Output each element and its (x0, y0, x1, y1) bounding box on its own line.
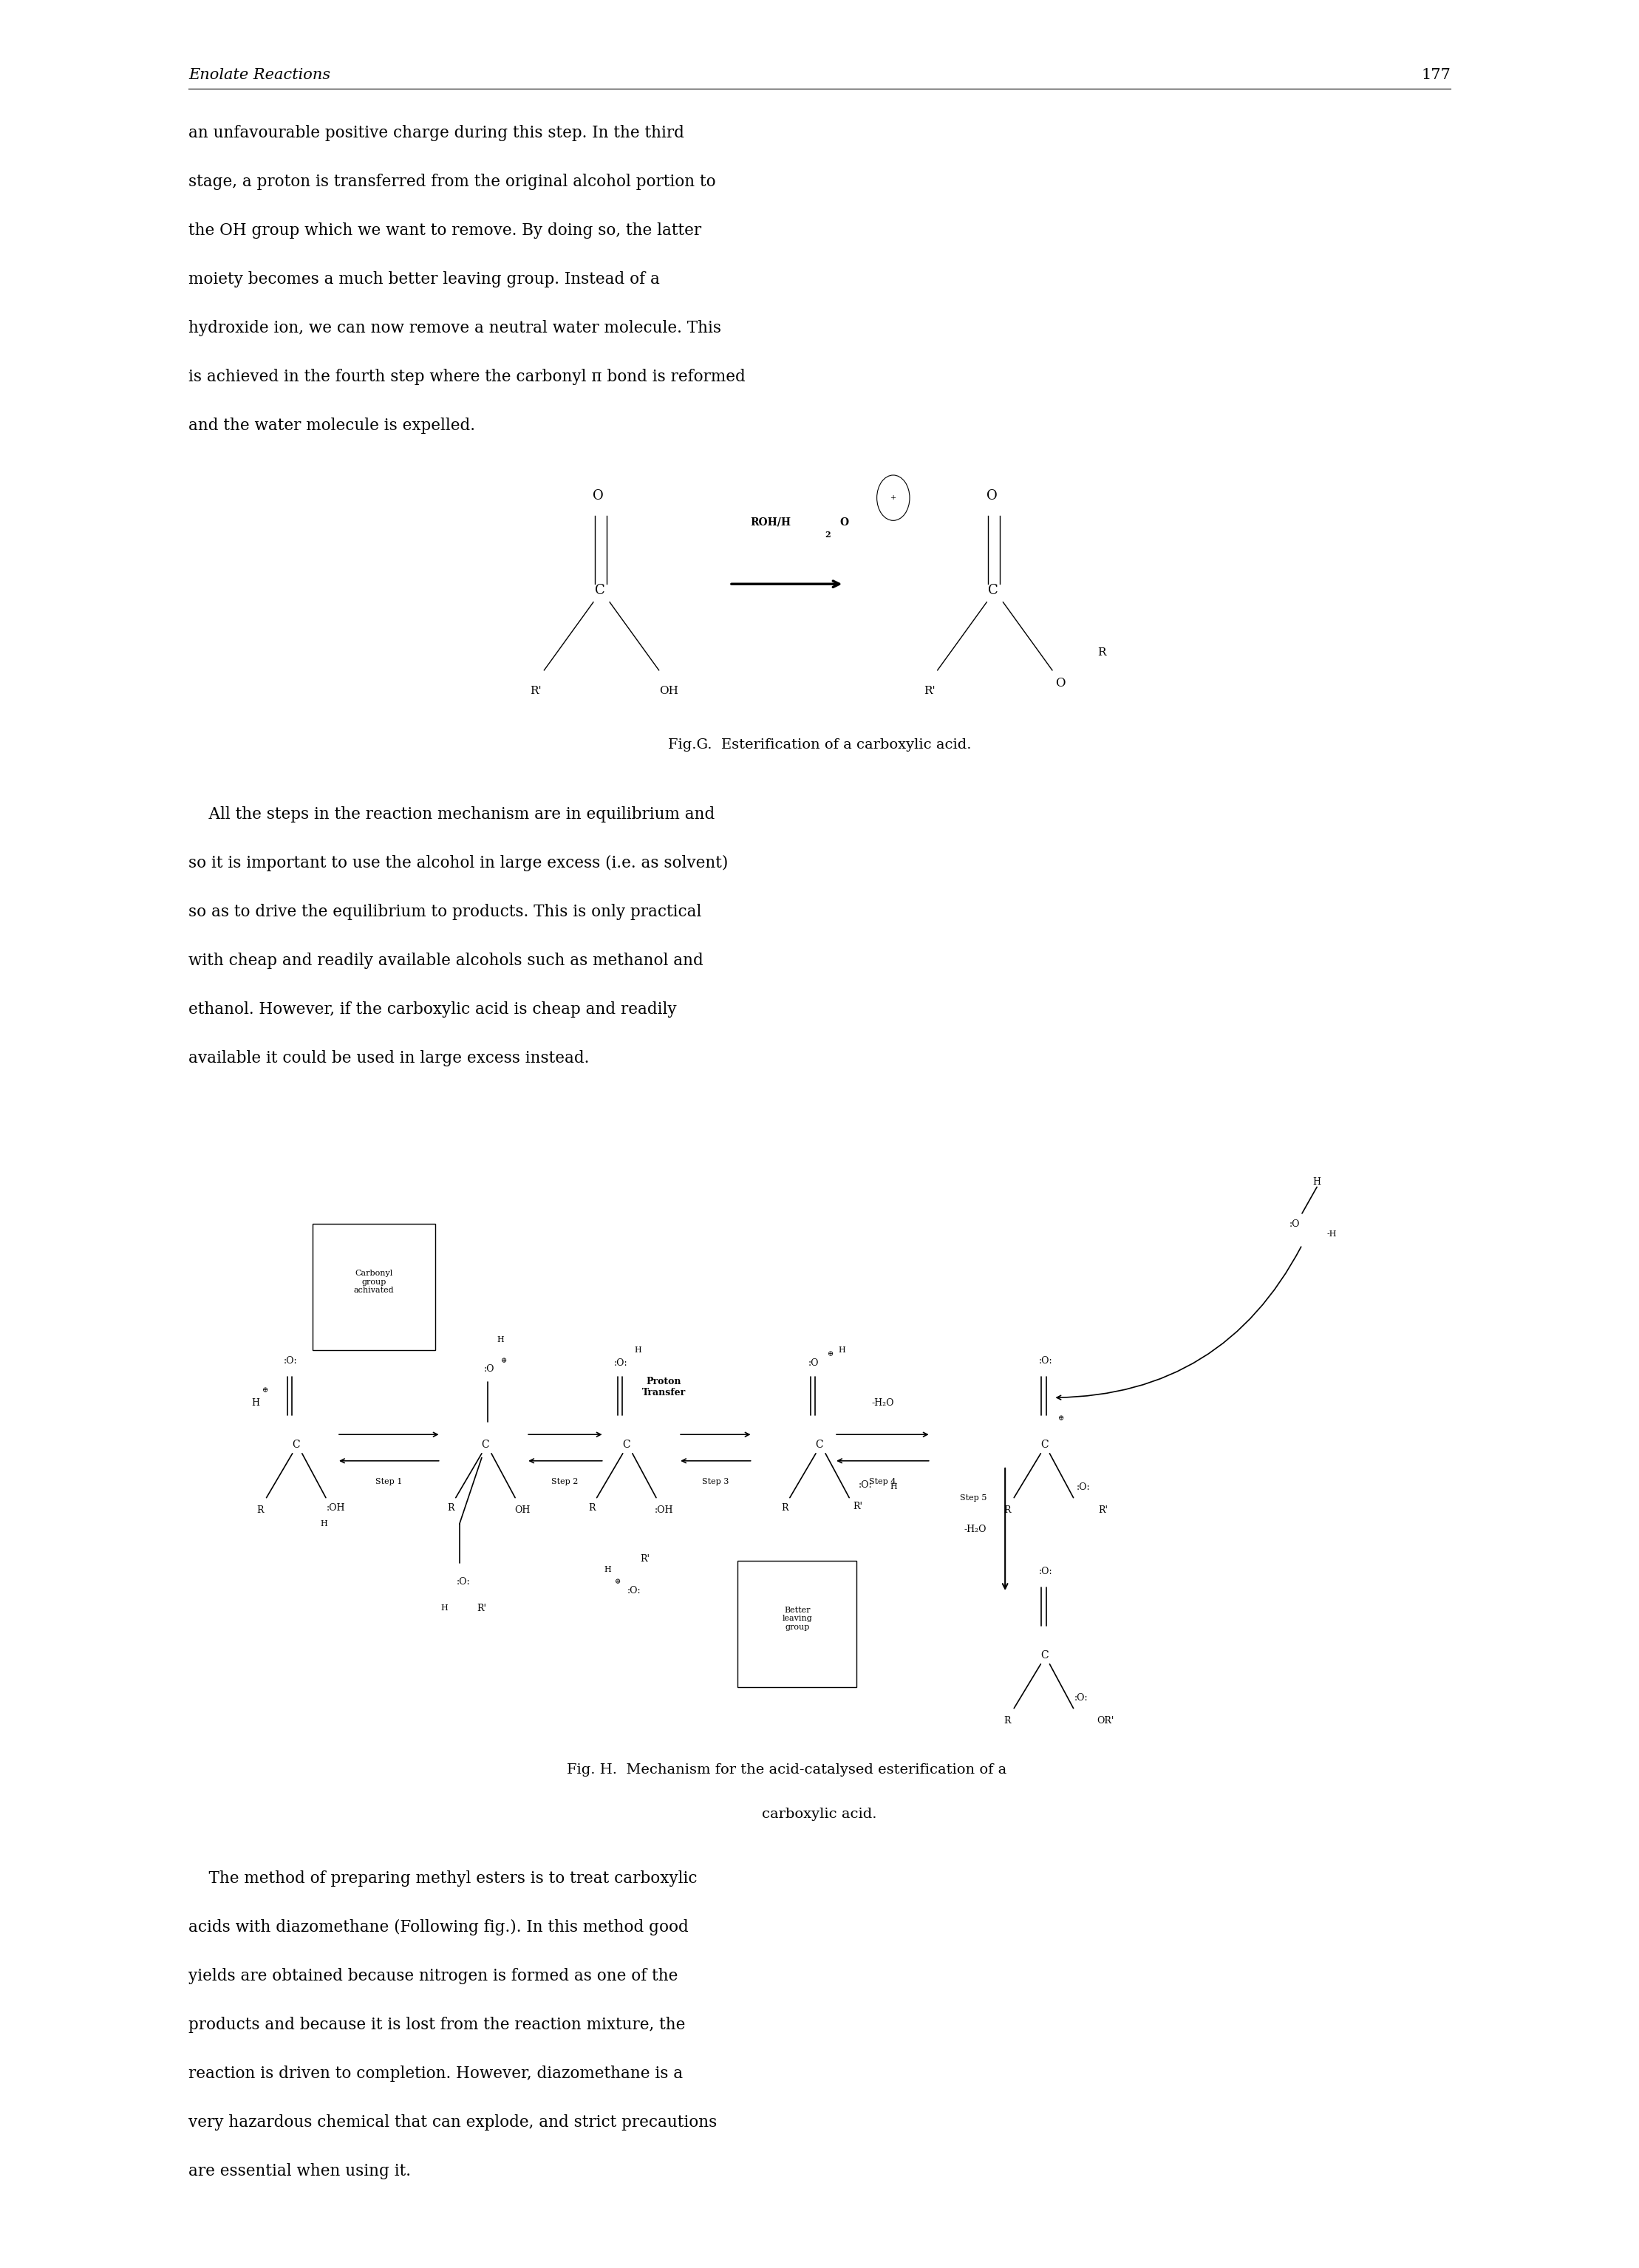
Text: All the steps in the reaction mechanism are in equilibrium and: All the steps in the reaction mechanism … (188, 805, 715, 823)
Text: :O:: :O: (456, 1576, 470, 1588)
Text: hydroxide ion, we can now remove a neutral water molecule. This: hydroxide ion, we can now remove a neutr… (188, 320, 721, 336)
Text: Proton
Transfer: Proton Transfer (642, 1377, 685, 1397)
Text: R': R' (1098, 1506, 1108, 1515)
Text: -H₂O: -H₂O (872, 1397, 893, 1408)
Text: :O: :O (484, 1365, 495, 1374)
Text: Step 1: Step 1 (375, 1479, 402, 1486)
Text: and the water molecule is expelled.: and the water molecule is expelled. (188, 417, 475, 433)
Text: O: O (987, 490, 997, 501)
Text: C: C (816, 1440, 823, 1449)
Text: very hazardous chemical that can explode, and strict precautions: very hazardous chemical that can explode… (188, 2114, 716, 2130)
Text: :OH: :OH (654, 1506, 674, 1515)
Text: Carbonyl
group
achivated: Carbonyl group achivated (354, 1270, 395, 1295)
Text: R': R' (477, 1603, 487, 1613)
Text: OH: OH (515, 1506, 531, 1515)
Text: R': R' (923, 685, 936, 696)
Text: C: C (482, 1440, 490, 1449)
Text: O: O (839, 517, 849, 526)
Text: H: H (251, 1397, 259, 1408)
Text: OH: OH (659, 685, 679, 696)
Text: Step 4: Step 4 (869, 1479, 897, 1486)
Text: R: R (1096, 646, 1106, 658)
Text: O: O (1056, 676, 1065, 689)
Text: :O:: :O: (1039, 1356, 1052, 1365)
Text: -H: -H (1326, 1232, 1337, 1238)
Text: ⊕: ⊕ (1057, 1415, 1064, 1422)
Text: R: R (1003, 1717, 1011, 1726)
Text: :OH: :OH (326, 1504, 346, 1513)
Text: R: R (1003, 1506, 1011, 1515)
Text: H: H (1313, 1177, 1321, 1186)
Text: :O:: :O: (1074, 1692, 1088, 1703)
Text: :O:: :O: (284, 1356, 297, 1365)
Text: ⊕: ⊕ (502, 1359, 506, 1363)
Text: Step 3: Step 3 (701, 1479, 729, 1486)
Text: R: R (782, 1504, 788, 1513)
Text: is achieved in the fourth step where the carbonyl π bond is reformed: is achieved in the fourth step where the… (188, 367, 746, 386)
Text: Fig.G.  Esterification of a carboxylic acid.: Fig.G. Esterification of a carboxylic ac… (667, 737, 972, 751)
Text: R': R' (854, 1501, 862, 1510)
Text: Step 5: Step 5 (960, 1495, 987, 1501)
Text: C: C (595, 585, 605, 596)
Text: products and because it is lost from the reaction mixture, the: products and because it is lost from the… (188, 2016, 685, 2032)
Text: reaction is driven to completion. However, diazomethane is a: reaction is driven to completion. Howeve… (188, 2066, 683, 2082)
Text: :O: :O (1290, 1220, 1300, 1229)
Text: H: H (634, 1347, 641, 1354)
Text: ROH/H: ROH/H (751, 517, 790, 526)
Text: Step 2: Step 2 (551, 1479, 579, 1486)
Text: with cheap and readily available alcohols such as methanol and: with cheap and readily available alcohol… (188, 953, 703, 968)
Text: ethanol. However, if the carboxylic acid is cheap and readily: ethanol. However, if the carboxylic acid… (188, 1000, 677, 1018)
Text: Enolate Reactions: Enolate Reactions (188, 68, 331, 82)
Text: carboxylic acid.: carboxylic acid. (762, 1808, 877, 1821)
Text: C: C (988, 585, 998, 596)
Text: yields are obtained because nitrogen is formed as one of the: yields are obtained because nitrogen is … (188, 1969, 679, 1984)
Text: :O:: :O: (613, 1359, 628, 1368)
FancyBboxPatch shape (738, 1560, 857, 1687)
Text: :O:: :O: (628, 1585, 641, 1594)
Text: H: H (320, 1520, 328, 1529)
Text: stage, a proton is transferred from the original alcohol portion to: stage, a proton is transferred from the … (188, 175, 716, 191)
Text: +: + (890, 494, 897, 501)
Text: -H₂O: -H₂O (964, 1524, 987, 1533)
Text: C: C (623, 1440, 631, 1449)
Text: R': R' (529, 685, 543, 696)
Text: R: R (588, 1504, 595, 1513)
Text: R': R' (641, 1554, 649, 1563)
Text: Better
leaving
group: Better leaving group (782, 1606, 813, 1631)
Text: ⊕: ⊕ (615, 1579, 621, 1585)
Text: ⊕: ⊕ (262, 1388, 267, 1393)
Text: H: H (890, 1483, 897, 1490)
Text: R: R (257, 1506, 264, 1515)
Text: acids with diazomethane (Following fig.). In this method good: acids with diazomethane (Following fig.)… (188, 1919, 688, 1935)
Text: an unfavourable positive charge during this step. In the third: an unfavourable positive charge during t… (188, 125, 683, 141)
Text: OR': OR' (1096, 1717, 1115, 1726)
Text: so as to drive the equilibrium to products. This is only practical: so as to drive the equilibrium to produc… (188, 903, 701, 921)
Text: H: H (838, 1347, 846, 1354)
Text: R: R (447, 1504, 454, 1513)
Text: C: C (292, 1440, 300, 1449)
Text: H: H (441, 1603, 447, 1613)
Text: are essential when using it.: are essential when using it. (188, 2164, 411, 2180)
Text: so it is important to use the alcohol in large excess (i.e. as solvent): so it is important to use the alcohol in… (188, 855, 728, 871)
Text: moiety becomes a much better leaving group. Instead of a: moiety becomes a much better leaving gro… (188, 272, 661, 288)
Text: H: H (497, 1336, 503, 1343)
Text: :O: :O (808, 1359, 820, 1368)
Text: the OH group which we want to remove. By doing so, the latter: the OH group which we want to remove. By… (188, 222, 701, 238)
Text: C: C (1041, 1440, 1049, 1449)
Text: :O:: :O: (1077, 1483, 1090, 1492)
Text: Fig. H.  Mechanism for the acid-catalysed esterification of a: Fig. H. Mechanism for the acid-catalysed… (567, 1762, 1006, 1776)
Text: The method of preparing methyl esters is to treat carboxylic: The method of preparing methyl esters is… (188, 1871, 697, 1887)
Text: available it could be used in large excess instead.: available it could be used in large exce… (188, 1050, 590, 1066)
Text: :O:: :O: (859, 1481, 872, 1490)
Text: 2: 2 (824, 531, 831, 538)
Text: H: H (605, 1565, 611, 1574)
Text: :O:: :O: (1039, 1567, 1052, 1576)
Text: 177: 177 (1421, 68, 1451, 82)
Text: ⊕: ⊕ (828, 1352, 834, 1359)
Text: O: O (593, 490, 603, 501)
FancyBboxPatch shape (313, 1225, 436, 1349)
Text: C: C (1041, 1651, 1049, 1660)
